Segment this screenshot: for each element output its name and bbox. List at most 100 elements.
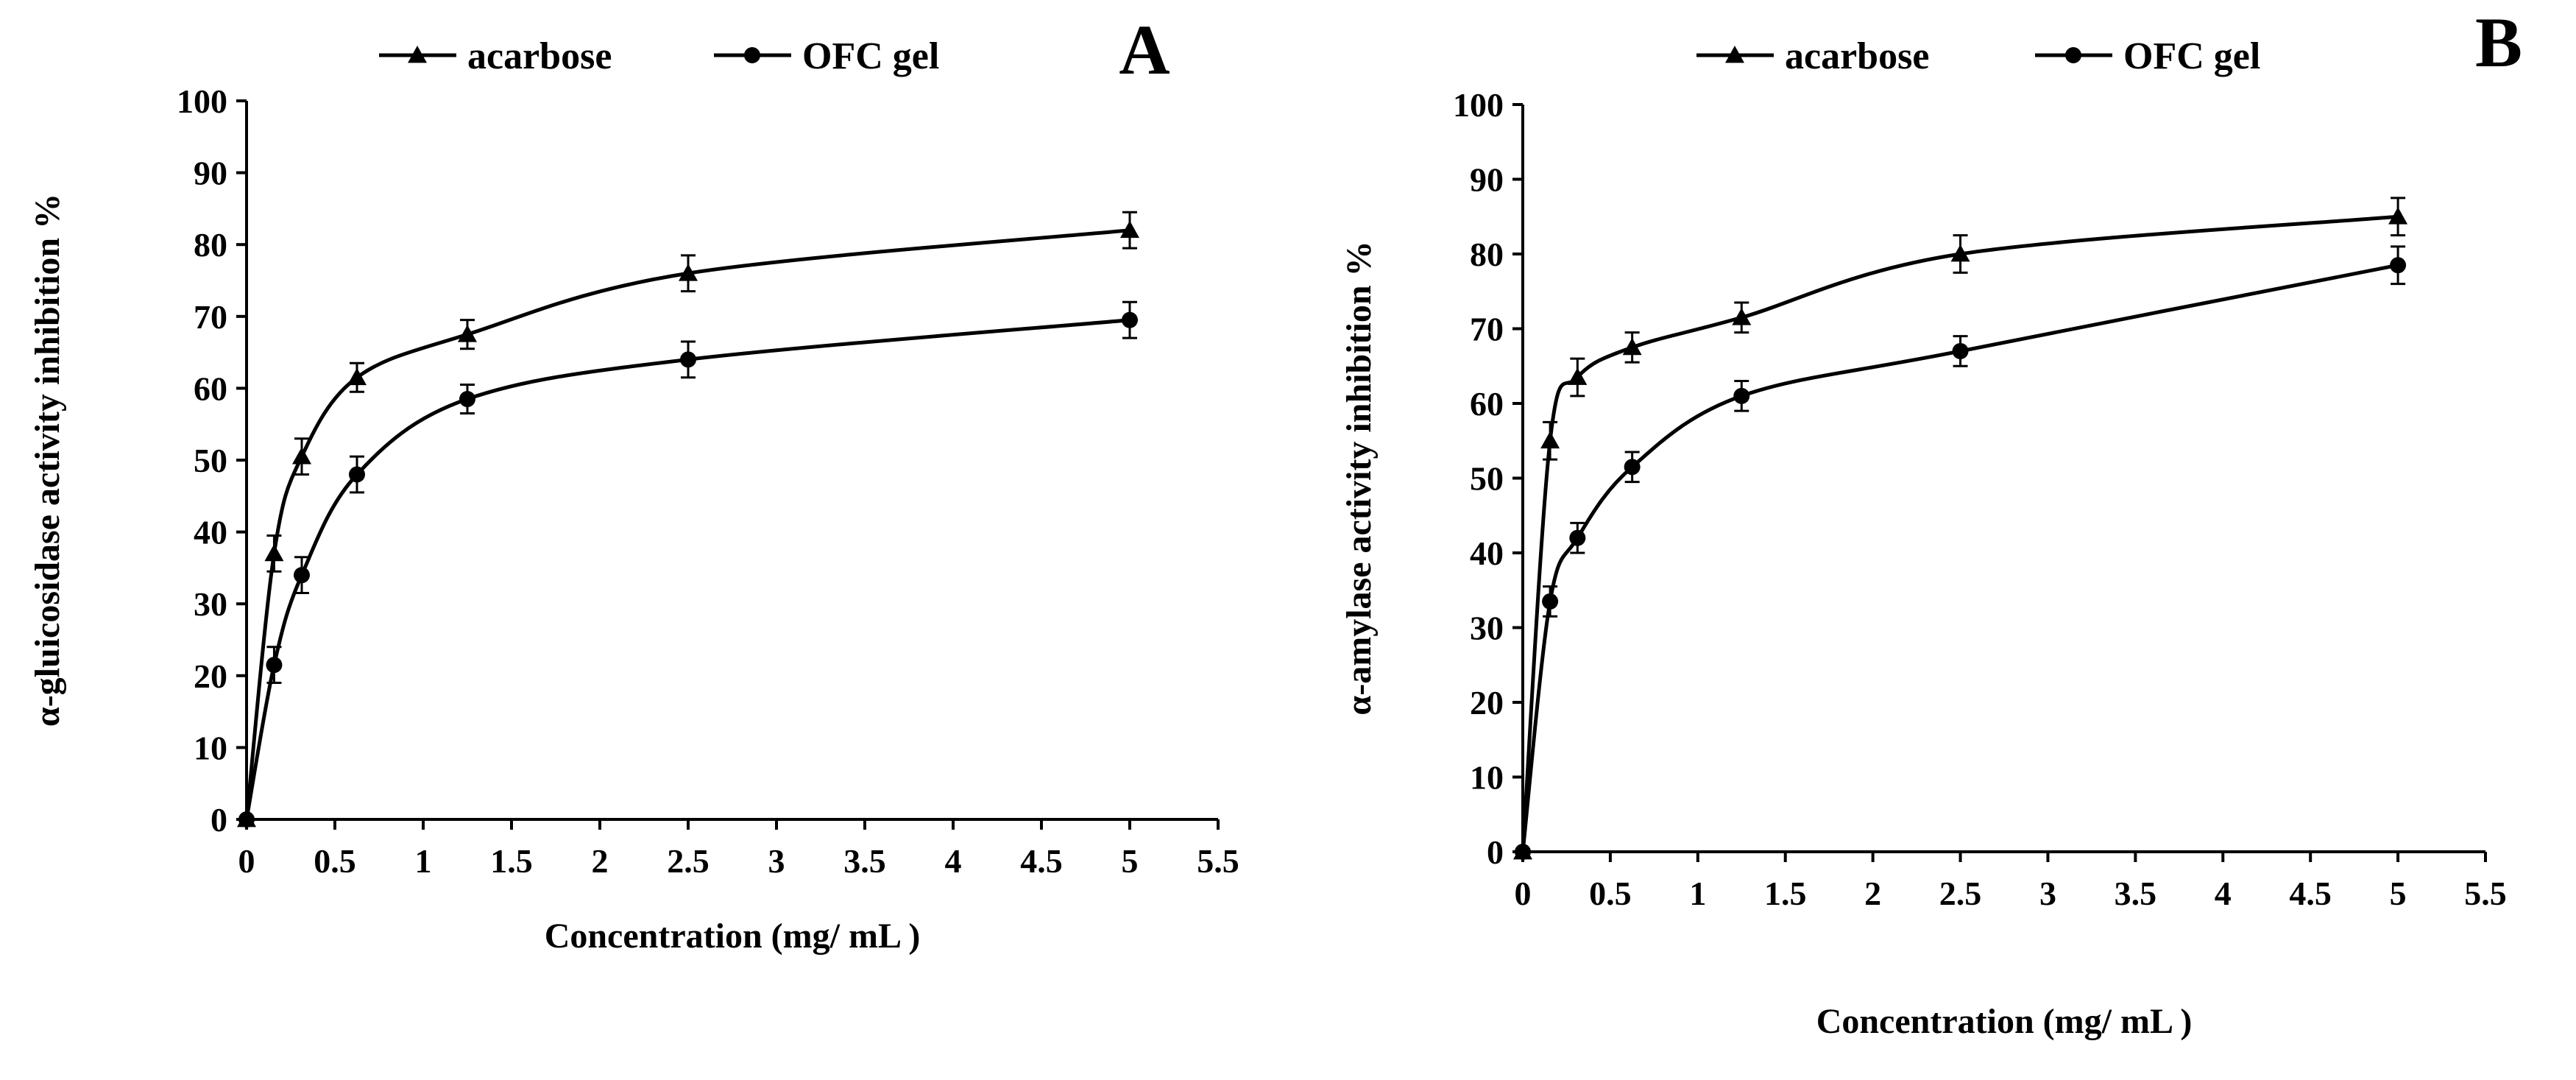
x-tick-label: 1: [415, 842, 432, 880]
y-tick-label: 70: [1470, 311, 1504, 348]
y-tick-label: 40: [1470, 534, 1504, 572]
y-tick-label: 90: [1470, 161, 1504, 199]
x-tick-label: 1.5: [1764, 875, 1807, 912]
legend-marker-triangle: [408, 46, 427, 63]
y-tick-label: 100: [177, 82, 227, 120]
y-tick-label: 20: [194, 657, 227, 695]
data-point-circle: [294, 567, 310, 584]
data-point-triangle: [1622, 337, 1642, 356]
x-tick-label: 3: [2039, 875, 2056, 912]
data-point-triangle: [1120, 220, 1139, 239]
legend-label: acarbose: [1785, 35, 1929, 77]
x-axis-label: Concentration (mg/ mL ): [545, 917, 921, 956]
x-tick-label: 3.5: [2115, 875, 2157, 912]
legend-marker-triangle: [1725, 46, 1744, 63]
y-tick-label: 10: [194, 729, 227, 766]
y-tick-label: 80: [194, 226, 227, 264]
legend: acarbose OFC gel: [1696, 35, 2260, 77]
legend-label: OFC gel: [2123, 35, 2260, 77]
x-axis-label: Concentration (mg/ mL ): [1816, 1002, 2193, 1041]
x-tick-label: 0.5: [314, 842, 356, 880]
series-ofc-gel: [238, 300, 1138, 827]
data-point-triangle: [1540, 431, 1560, 449]
x-tick-label: 2: [592, 842, 609, 880]
y-tick-label: 90: [194, 155, 227, 192]
data-point-triangle: [292, 447, 311, 465]
data-point-circle: [349, 466, 365, 483]
y-tick-label: 30: [194, 585, 227, 623]
y-axis-label: α-amylase activity inhibition %: [1340, 241, 1379, 715]
x-tick-label: 0: [1515, 875, 1532, 912]
x-tick-label: 2.5: [1939, 875, 1982, 912]
legend-label: OFC gel: [802, 35, 939, 77]
y-tick-label: 50: [1470, 460, 1504, 498]
y-tick-label: 0: [1487, 833, 1504, 871]
series-line: [244, 228, 1130, 820]
y-axis-label: α-gluicosidase activity inhibition %: [28, 194, 67, 727]
y-tick-label: 40: [194, 514, 227, 551]
data-point-triangle: [1568, 367, 1588, 385]
legend-label: acarbose: [467, 35, 612, 77]
data-point-circle: [680, 351, 696, 368]
data-point-triangle: [2388, 207, 2408, 225]
data-point-triangle: [264, 543, 284, 562]
x-tick-label: 5: [1122, 842, 1139, 880]
series-ofc-gel: [1515, 245, 2407, 860]
series-line: [244, 318, 1130, 820]
legend: acarbose OFC gel: [379, 35, 939, 77]
x-tick-label: 5.5: [2464, 875, 2507, 912]
x-tick-label: 1.5: [490, 842, 533, 880]
y-tick-label: 0: [210, 801, 227, 839]
data-point-circle: [238, 811, 255, 827]
panel-label: A: [1119, 10, 1170, 89]
data-point-circle: [266, 657, 283, 674]
data-point-circle: [2390, 257, 2407, 274]
x-tick-label: 1: [1689, 875, 1706, 912]
legend-marker-circle: [2065, 47, 2081, 63]
y-tick-label: 60: [1470, 385, 1504, 423]
x-tick-label: 5.5: [1197, 842, 1239, 880]
legend-marker-circle: [744, 47, 760, 63]
x-tick-label: 4: [2215, 875, 2232, 912]
y-tick-label: 50: [194, 442, 227, 479]
data-point-triangle: [458, 325, 477, 342]
data-point-triangle: [1950, 244, 1970, 262]
x-tick-label: 3.5: [843, 842, 886, 880]
y-tick-label: 30: [1470, 610, 1504, 647]
y-tick-label: 70: [194, 298, 227, 336]
chart-panel-A: 0 10 20 30 40 50 60 70 80 90 100 0 0.5 1 1.5 2 2.5 3 3.5 4 4…: [28, 10, 1239, 956]
x-tick-label: 2: [1864, 875, 1881, 912]
data-point-circle: [1952, 342, 1969, 359]
y-tick-label: 10: [1470, 759, 1504, 797]
panel-label: B: [2475, 3, 2522, 82]
x-tick-label: 3: [768, 842, 785, 880]
x-tick-label: 0.5: [1589, 875, 1632, 912]
data-point-circle: [459, 391, 475, 408]
data-point-triangle: [347, 367, 367, 386]
series-acarbose: [1513, 197, 2408, 860]
data-point-triangle: [1732, 308, 1752, 325]
y-tick-label: 60: [194, 370, 227, 407]
x-tick-label: 4.5: [2289, 875, 2332, 912]
x-tick-label: 0: [238, 842, 255, 880]
data-point-circle: [1542, 593, 1559, 610]
x-tick-label: 5: [2390, 875, 2407, 912]
data-point-circle: [1569, 529, 1586, 546]
data-point-circle: [1624, 459, 1641, 476]
x-tick-label: 2.5: [667, 842, 710, 880]
data-point-circle: [1515, 844, 1531, 860]
data-point-circle: [1733, 387, 1750, 404]
chart-panel-B: 0 10 20 30 40 50 60 70 80 90 100 0 0.5 1 1.5 2 2.5 3 3.5 4 4…: [1340, 3, 2522, 1041]
data-point-circle: [1122, 311, 1138, 328]
series-line: [1521, 263, 2399, 853]
y-tick-label: 20: [1470, 684, 1504, 721]
series-acarbose: [237, 211, 1139, 827]
series-line: [1521, 214, 2399, 853]
y-tick-label: 80: [1470, 236, 1504, 273]
y-tick-label: 100: [1453, 86, 1504, 124]
data-point-triangle: [679, 264, 698, 281]
x-tick-label: 4: [945, 842, 962, 880]
x-tick-label: 4.5: [1020, 842, 1063, 880]
